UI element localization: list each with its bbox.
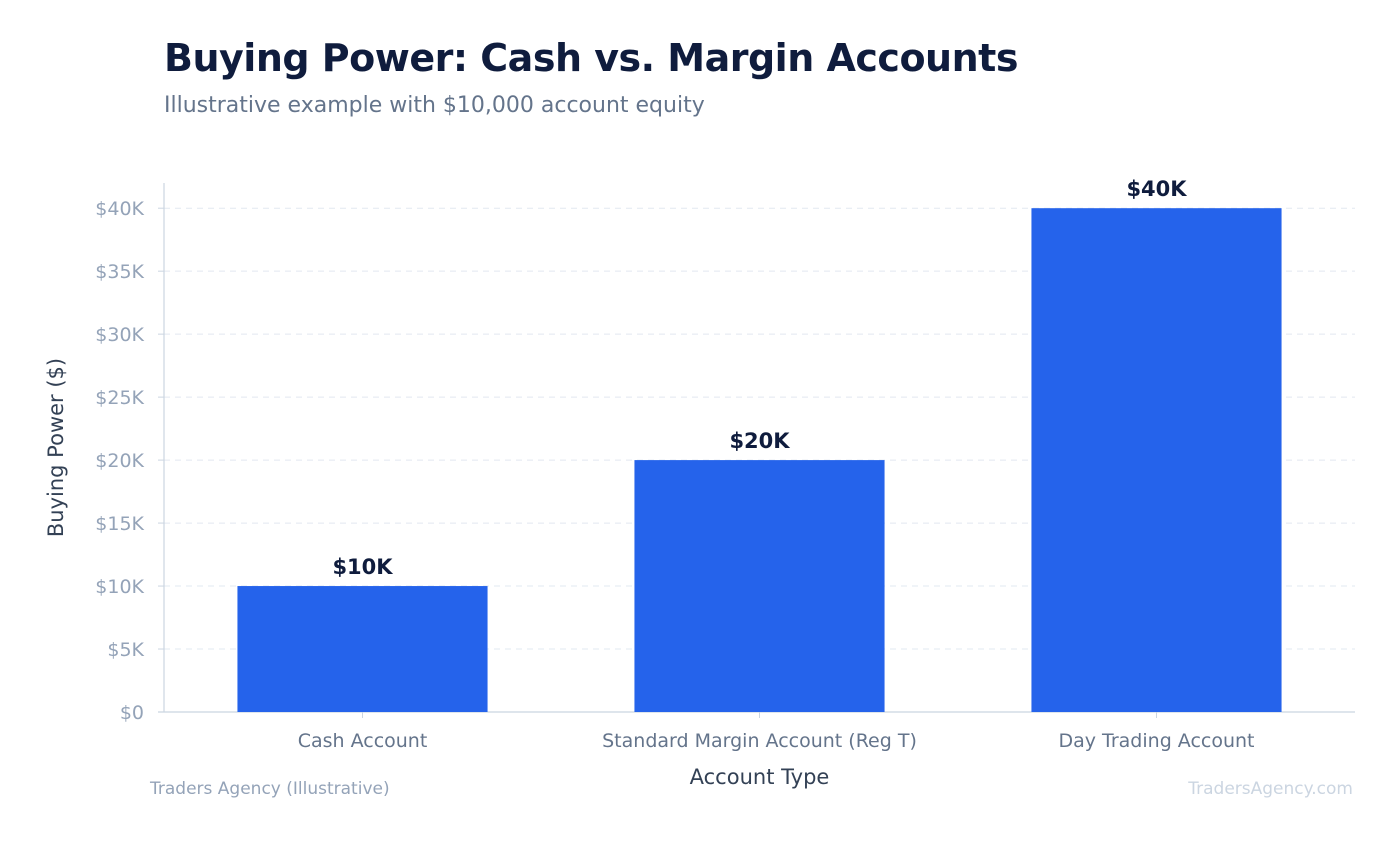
y-tick-label: $15K <box>95 513 144 535</box>
y-axis-title: Buying Power ($) <box>44 358 68 537</box>
y-tick-label: $0 <box>120 702 144 724</box>
source-note: Traders Agency (Illustrative) <box>150 779 390 799</box>
bars <box>237 208 1282 712</box>
bar-3 <box>1031 208 1282 712</box>
chart-title: Buying Power: Cash vs. Margin Accounts <box>164 36 1018 80</box>
x-axis-title: Account Type <box>690 765 830 789</box>
y-tick-label: $10K <box>95 576 144 598</box>
data-label: $20K <box>729 429 790 453</box>
y-tick-label: $5K <box>107 639 144 661</box>
y-tick-label: $35K <box>95 261 144 283</box>
labels: $0 $5K $10K $15K $20K $25K $30K $35K $40K Cash Ac… <box>95 177 1254 752</box>
chart-subtitle: Illustrative example with $10,000 accoun… <box>164 93 705 118</box>
x-tick-label: Day Trading Account <box>1058 730 1254 752</box>
x-tick-label: Standard Margin Account (Reg T) <box>602 730 917 752</box>
data-label: $40K <box>1126 177 1187 201</box>
data-label: $10K <box>332 555 393 579</box>
y-tick-label: $25K <box>95 387 144 409</box>
bar-2 <box>634 460 885 712</box>
y-tick-label: $20K <box>95 450 144 472</box>
y-tick-label: $40K <box>95 198 144 220</box>
watermark: TradersAgency.com <box>1188 779 1353 799</box>
bar-1 <box>237 586 488 712</box>
y-tick-label: $30K <box>95 324 144 346</box>
x-tick-label: Cash Account <box>298 730 428 752</box>
